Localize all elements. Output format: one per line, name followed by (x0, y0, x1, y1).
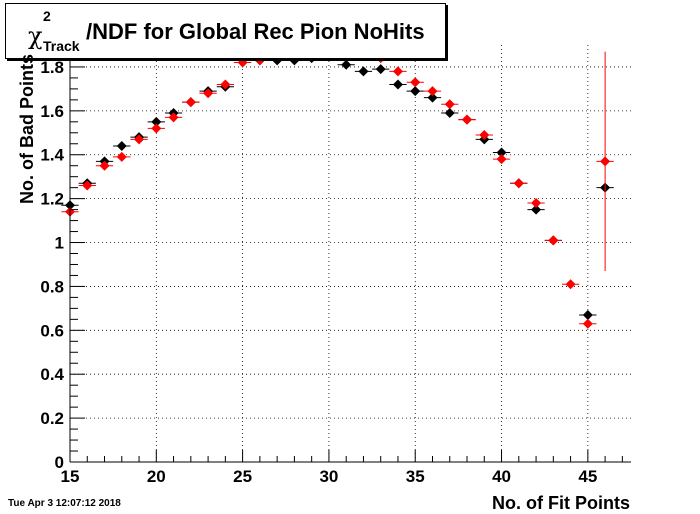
x-tick-label: 40 (492, 467, 511, 486)
data-point (513, 178, 524, 189)
data-point (99, 160, 110, 171)
data-point (134, 134, 145, 145)
series-1 (61, 40, 614, 329)
y-tick-label: 0.6 (40, 321, 64, 340)
title-subscript: Track (43, 38, 80, 54)
title-superscript: 2 (43, 8, 51, 24)
data-point (116, 140, 127, 151)
data-point (341, 59, 352, 70)
tick-marks (69, 44, 623, 463)
chart-title: /NDF for Global Rec Pion NoHits (86, 19, 425, 44)
data-point (548, 235, 559, 246)
y-tick-label: 0 (55, 453, 64, 472)
x-tick-label: 20 (147, 467, 166, 486)
tick-labels: 15 20 25 30 35 40 45 0 0.2 0.4 0.6 0.8 1 1.2 1.4 1.6 1.8 (40, 58, 597, 486)
data-point (375, 64, 386, 75)
data-point (479, 129, 490, 140)
data-point (358, 66, 369, 77)
data-point (444, 108, 455, 119)
data-point (116, 151, 127, 162)
y-tick-label: 1.4 (40, 146, 64, 165)
data-point (531, 198, 542, 209)
data-series (61, 40, 614, 329)
series-0 (61, 50, 614, 320)
data-point (427, 92, 438, 103)
data-point (220, 79, 231, 90)
data-point (410, 86, 421, 97)
data-point (151, 116, 162, 127)
x-tick-label: 35 (406, 467, 425, 486)
y-tick-label: 1.2 (40, 190, 64, 209)
x-tick-label: 25 (233, 467, 252, 486)
data-point (82, 180, 93, 191)
title-box: χ 2 Track /NDF for Global Rec Pion NoHit… (5, 3, 446, 59)
y-tick-label: 0.4 (40, 365, 64, 384)
y-tick-label: 0.8 (40, 277, 64, 296)
data-point (203, 88, 214, 99)
title-symbol: χ (28, 22, 43, 50)
data-point (151, 123, 162, 134)
data-point (600, 156, 611, 167)
data-point (392, 79, 403, 90)
data-point (392, 66, 403, 77)
grid-lines (69, 45, 631, 462)
data-point (462, 114, 473, 125)
y-axis-label: No. of Bad Points (17, 54, 37, 204)
y-tick-label: 0.2 (40, 409, 64, 428)
y-tick-label: 1 (55, 234, 64, 253)
x-tick-label: 45 (578, 467, 597, 486)
x-tick-label: 30 (319, 467, 338, 486)
axes (69, 45, 631, 463)
data-point (496, 154, 507, 165)
data-point (185, 97, 196, 108)
data-point (410, 77, 421, 88)
data-point (237, 57, 248, 68)
timestamp: Tue Apr 3 12:07:12 2018 (8, 498, 121, 509)
data-point (444, 99, 455, 110)
y-tick-label: 1.8 (40, 58, 64, 77)
data-point (565, 279, 576, 290)
data-point (582, 318, 593, 329)
data-point (427, 86, 438, 97)
data-point (496, 147, 507, 158)
data-point (582, 309, 593, 320)
data-point (531, 204, 542, 215)
x-axis-label: No. of Fit Points (492, 493, 630, 513)
y-tick-label: 1.6 (40, 102, 64, 121)
data-point (168, 112, 179, 123)
x-tick-label: 15 (61, 467, 80, 486)
